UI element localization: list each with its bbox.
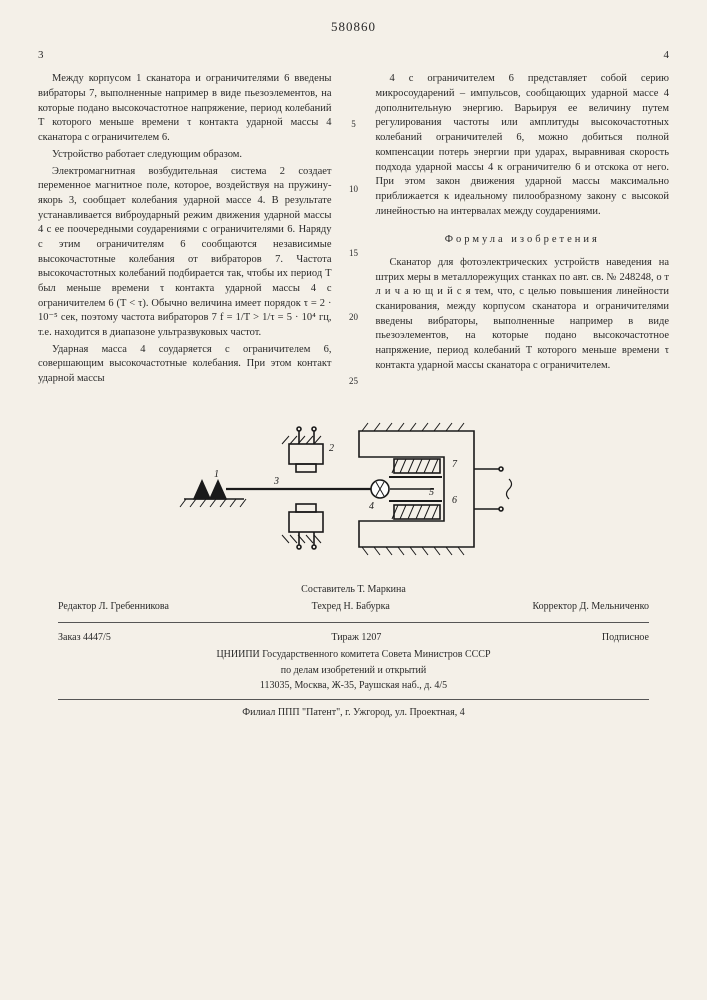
para: 4 с ограничителем 6 представляет собой с… [376,72,670,219]
figure-label-2: 2 [329,443,334,454]
footer-compiler: Составитель Т. Маркина [38,583,669,597]
footer-credits-row: Редактор Л. Гребенникова Техред Н. Бабур… [38,598,669,616]
line-number-gutter: 5 10 15 20 25 [346,72,362,388]
para: Электромагнитная возбудительная система … [38,165,332,341]
line-number: 10 [346,183,362,195]
footer-address: 113035, Москва, Ж-35, Раушская наб., д. … [38,679,669,693]
line-number: 5 [346,118,362,130]
figure: 1 2 3 4 5 6 7 [38,409,669,559]
column-header-row: 3 4 [38,48,669,63]
patent-number: 580860 [38,18,669,36]
col-label-right: 4 [664,48,670,63]
footer-print-row: Заказ 4447/5 Тираж 1207 Подписное [38,629,669,647]
line-number: 25 [346,375,362,387]
footer-tirage: Тираж 1207 [331,631,381,645]
left-column: Между корпусом 1 сканатора и ограничител… [38,72,332,388]
footer-org1: ЦНИИПИ Государственного комитета Совета … [38,648,669,662]
para: Ударная масса 4 соударяется с ограничите… [38,343,332,387]
figure-label-1: 1 [214,469,219,480]
para: Сканатор для фотоэлектрических устройств… [376,256,670,374]
footer-editor: Редактор Л. Гребенникова [58,600,169,614]
figure-label-3: 3 [273,476,279,487]
right-column: 4 с ограничителем 6 представляет собой с… [376,72,670,388]
page: 580860 3 4 Между корпусом 1 сканатора и … [0,0,707,731]
schematic-svg: 1 2 3 4 5 6 7 [174,409,534,559]
figure-label-4: 4 [369,501,374,512]
figure-label-7: 7 [452,459,458,470]
separator [58,622,649,623]
footer-order: Заказ 4447/5 [58,631,111,645]
figure-label-6: 6 [452,495,457,506]
footer-corrector: Корректор Д. Мельниченко [532,600,649,614]
footer-org2: по делам изобретений и открытий [38,664,669,678]
line-number: 15 [346,247,362,259]
figure-label-5: 5 [429,487,434,498]
footer-subscription: Подписное [602,631,649,645]
col-label-left: 3 [38,48,44,63]
text-columns: Между корпусом 1 сканатора и ограничител… [38,72,669,388]
formula-title: Формула изобретения [376,233,670,248]
footer: Составитель Т. Маркина Редактор Л. Гребе… [38,583,669,720]
para: Устройство работает следующим образом. [38,148,332,163]
para: Между корпусом 1 сканатора и ограничител… [38,72,332,145]
line-number: 20 [346,311,362,323]
footer-branch: Филиал ППП "Патент", г. Ужгород, ул. Про… [38,706,669,720]
separator [58,699,649,700]
footer-techred: Техред Н. Бабурка [312,600,390,614]
